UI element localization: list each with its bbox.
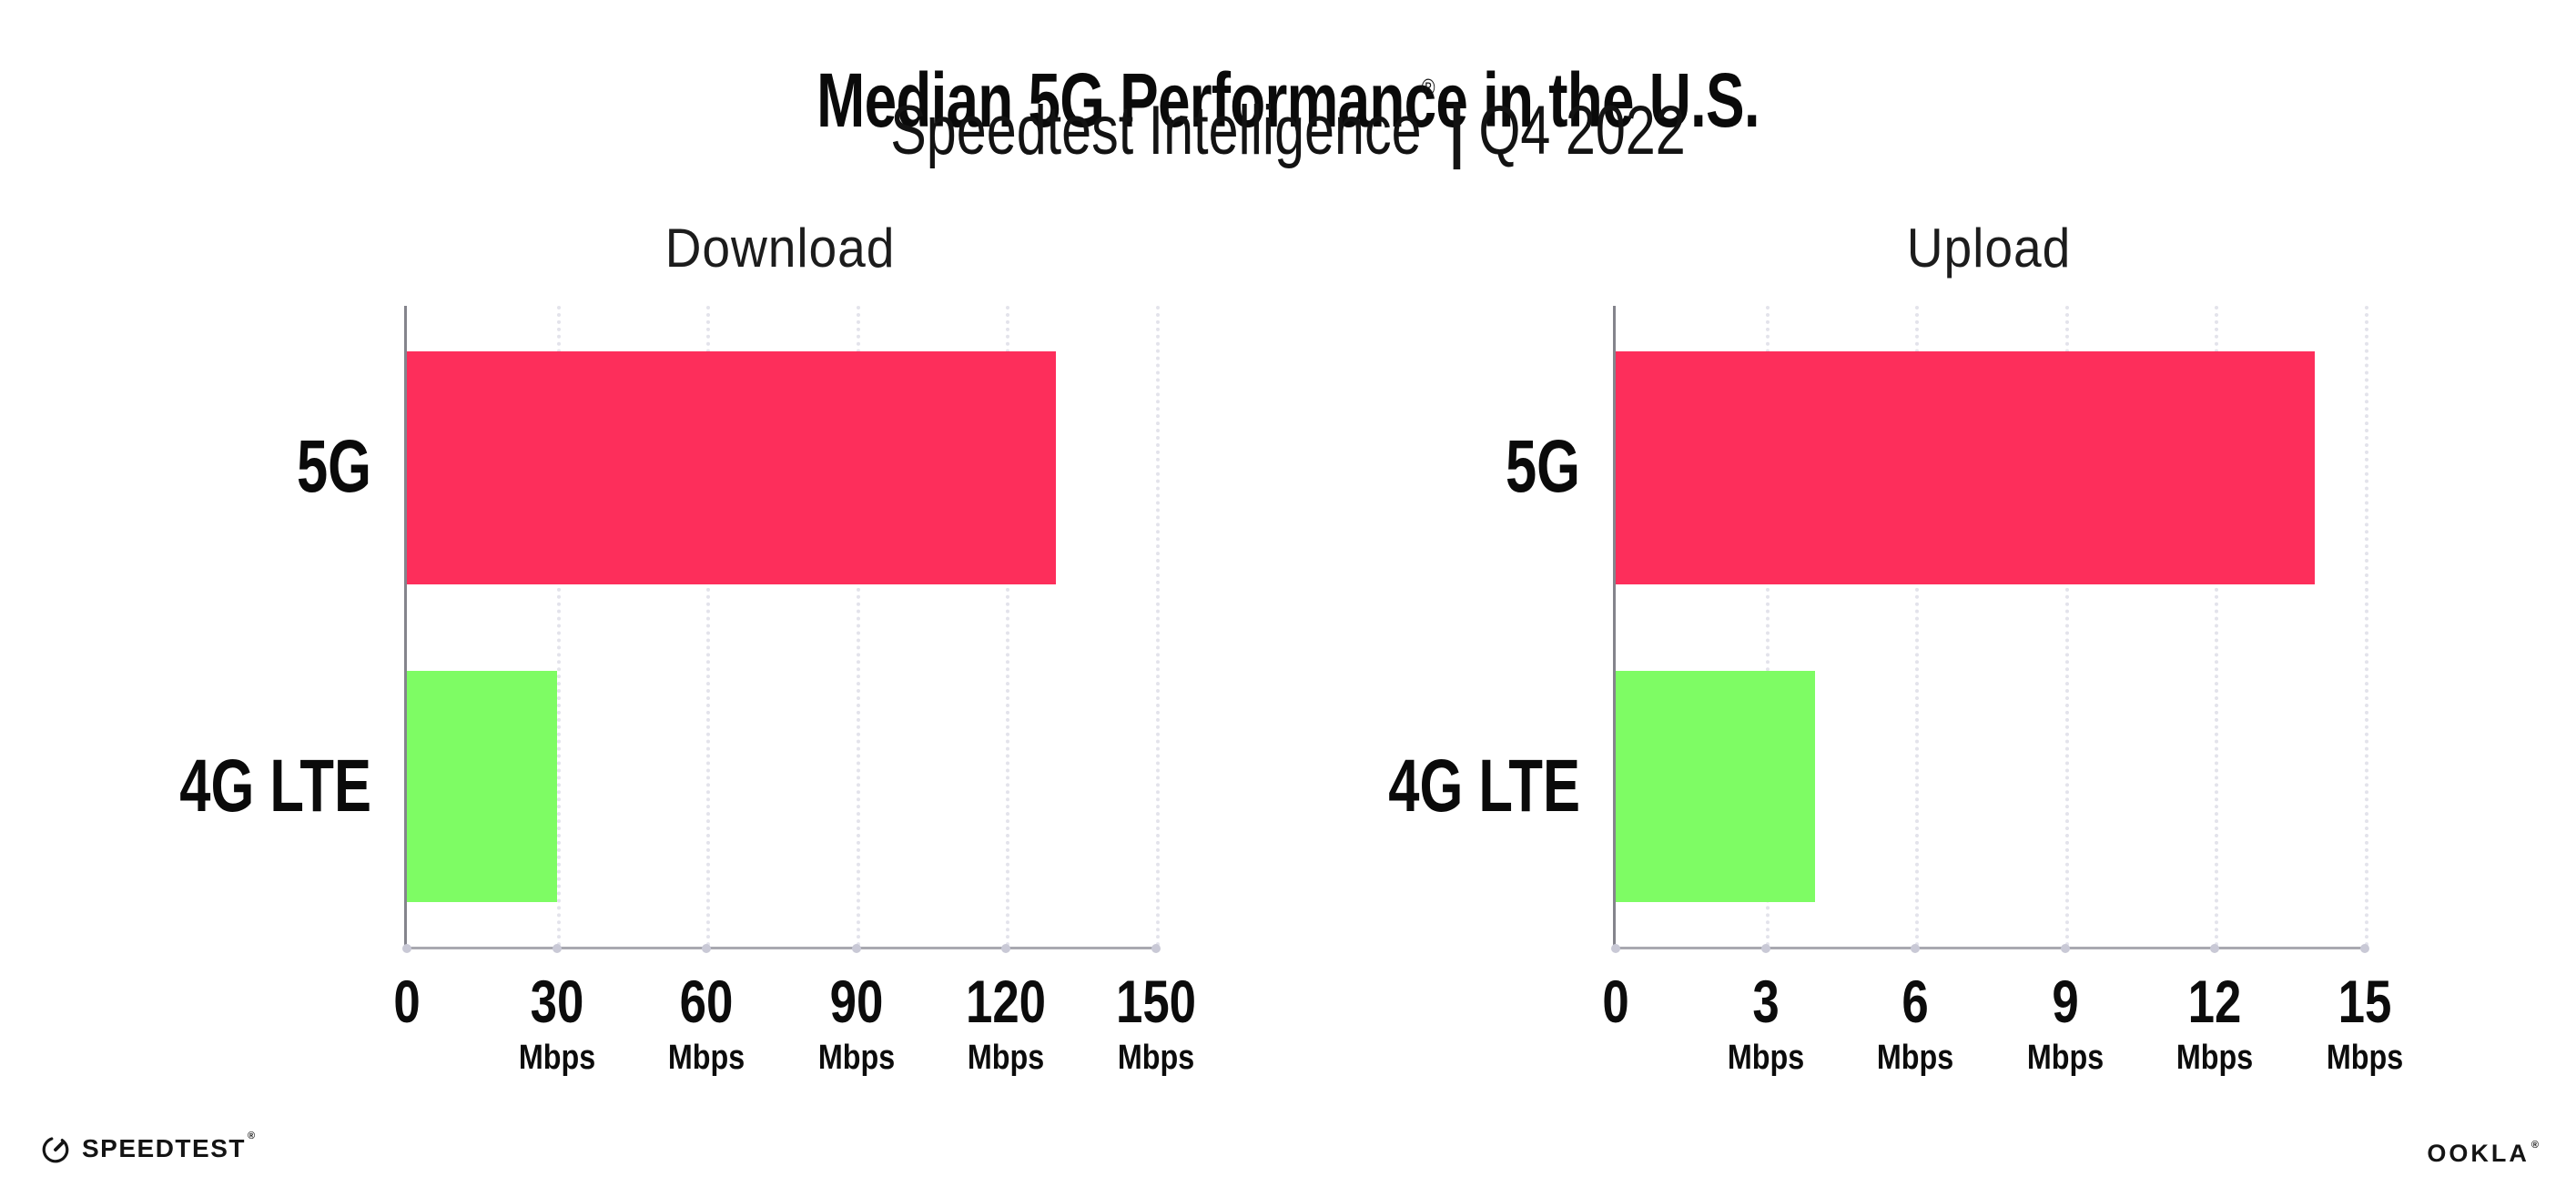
page-subtitle: Speedtest Intelligence® | Q4 2022 — [890, 73, 1686, 170]
gridline-120 — [1006, 306, 1010, 947]
x-tick-value: 9 — [2052, 968, 2079, 1035]
category-label-5g: 5G — [296, 425, 371, 508]
upload-bar-5g — [1616, 351, 2316, 584]
x-tick-value: 60 — [679, 968, 734, 1035]
axis-tick-dot-0 — [402, 944, 411, 953]
x-tick-value: 120 — [966, 968, 1047, 1035]
axis-tick-dot-3 — [1760, 944, 1770, 953]
x-tick-unit: Mbps — [1877, 1039, 1954, 1078]
upload-plot-area: 0 3 Mbps 6 Mbps 9 Mbps 12 Mbps 15 Mbps — [1602, 306, 2403, 1075]
speedtest-logo: SPEEDTEST ® — [40, 1130, 257, 1164]
gridline-60 — [706, 306, 711, 947]
axis-tick-dot-12 — [2210, 944, 2220, 953]
gridline-30 — [556, 306, 561, 947]
gridline-90 — [856, 306, 860, 947]
x-tick-value: 0 — [1602, 968, 1629, 1035]
download-chart-title: Download — [664, 218, 896, 279]
x-tick-unit: Mbps — [2326, 1039, 2404, 1078]
x-tick-value: 3 — [1751, 968, 1780, 1035]
axis-tick-dot-60 — [702, 944, 712, 953]
gridline-9 — [2064, 306, 2069, 947]
axis-tick-dot-0 — [1611, 944, 1620, 953]
registered-mark: ® — [1421, 73, 1435, 101]
axis-tick-dot-120 — [1001, 944, 1011, 953]
x-tick-value: 12 — [2188, 968, 2242, 1035]
x-tick-value: 15 — [2338, 968, 2392, 1035]
download-chart: Download 5G 4G LTE 0 30 Mbps 60 Mbps 90 Mbps 12… — [179, 218, 1196, 1075]
x-tick-unit: Mbps — [2176, 1039, 2254, 1078]
ookla-logo: OOKLA ® — [2427, 1140, 2541, 1168]
speedtest-wordmark: SPEEDTEST ® — [82, 1130, 257, 1162]
x-tick-unit: Mbps — [2026, 1039, 2104, 1078]
x-tick-unit: Mbps — [1117, 1039, 1195, 1078]
page-title: Median 5G Performance in the U.S. — [816, 57, 1760, 144]
upload-chart: Upload 5G 4G LTE 0 3 Mbps 6 Mbps 9 Mbps 12 Mbps 1… — [1388, 218, 2403, 1075]
x-tick-value: 30 — [530, 968, 583, 1035]
x-tick-value: 6 — [1902, 968, 1929, 1035]
x-tick-unit: Mbps — [668, 1039, 745, 1078]
axis-tick-dot-30 — [552, 944, 562, 953]
download-plot-area: 0 30 Mbps 60 Mbps 90 Mbps 120 Mbps 150 Mbps — [393, 306, 1196, 1075]
download-bar-4g-lte — [407, 671, 557, 902]
gridline-3 — [1765, 306, 1770, 947]
x-tick-unit: Mbps — [817, 1039, 895, 1078]
download-bar-5g — [407, 351, 1057, 584]
upload-chart-title: Upload — [1906, 218, 2072, 279]
x-tick-unit — [392, 1040, 421, 1075]
x-tick-value: 90 — [829, 968, 884, 1035]
axis-tick-dot-90 — [851, 944, 861, 953]
axis-tick-dot-9 — [2060, 944, 2070, 953]
category-label-4g-lte: 4G LTE — [1388, 745, 1580, 827]
category-label-4g-lte: 4G LTE — [179, 745, 371, 827]
gridline-150 — [1156, 306, 1160, 947]
ookla-trademark: ® — [2530, 1139, 2541, 1151]
x-tick-value: 0 — [393, 968, 421, 1035]
speedtest-trademark: ® — [247, 1130, 257, 1141]
x-tick-unit: Mbps — [518, 1039, 595, 1078]
speedtest-gauge-icon — [42, 1136, 69, 1163]
axis-tick-dot-15 — [2360, 944, 2369, 953]
gridline-12 — [2215, 306, 2219, 947]
ookla-wordmark: OOKLA — [2427, 1140, 2530, 1167]
x-tick-unit: Mbps — [968, 1039, 1045, 1078]
axis-tick-dot-150 — [1151, 944, 1161, 953]
gridline-15 — [2365, 306, 2368, 947]
x-tick-unit — [1601, 1040, 1629, 1075]
x-tick-unit: Mbps — [1727, 1039, 1804, 1078]
subtitle-separator: | — [1449, 92, 1465, 169]
upload-bar-4g-lte — [1616, 671, 1816, 902]
category-label-5g: 5G — [1505, 425, 1580, 508]
subtitle-brand: Speedtest Intelligence® — [890, 73, 1435, 169]
axis-tick-dot-6 — [1911, 944, 1921, 953]
gridline-6 — [1915, 306, 1920, 947]
x-tick-value: 150 — [1115, 968, 1197, 1035]
subtitle-period: Q4 2022 — [1478, 92, 1686, 169]
